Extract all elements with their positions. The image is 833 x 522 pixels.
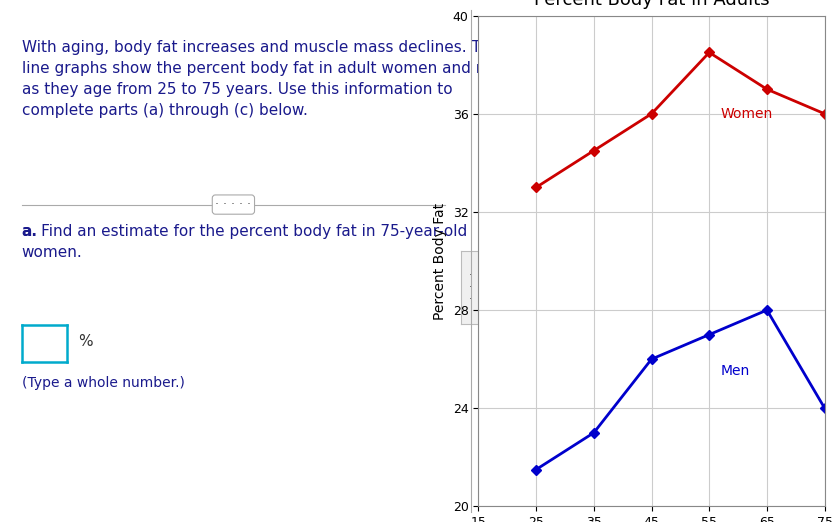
Text: a.: a. — [22, 224, 37, 239]
Y-axis label: Percent Body Fat: Percent Body Fat — [433, 203, 447, 319]
Text: a. Find an estimate for the percent body fat in 75-year-old
women.: a. Find an estimate for the percent body… — [22, 224, 467, 260]
Text: Women: Women — [721, 107, 773, 121]
Text: %: % — [78, 335, 92, 349]
Text: ·
·
·: · · · — [469, 270, 472, 304]
Text: With aging, body fat increases and muscle mass declines. The
line graphs show th: With aging, body fat increases and muscl… — [22, 40, 510, 118]
Text: (Type a whole number.): (Type a whole number.) — [22, 376, 185, 390]
Title: Percent Body Fat in Adults: Percent Body Fat in Adults — [534, 0, 770, 8]
Text: Men: Men — [721, 364, 750, 378]
Text: · · · · ·: · · · · · — [216, 198, 252, 211]
